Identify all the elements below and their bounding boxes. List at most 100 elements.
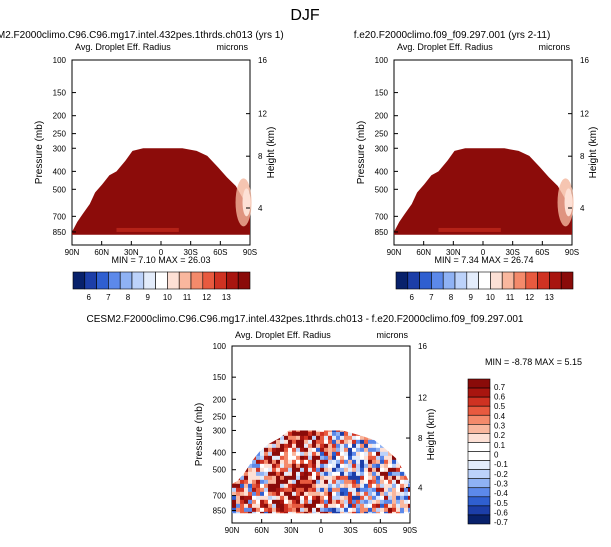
diff-cell [256,459,261,465]
diff-cell [340,487,345,493]
diff-cell [308,495,313,501]
diff-cell [372,459,377,465]
diff-cell [348,471,353,477]
diff-cell [344,431,349,437]
colorbar-swatch [490,271,503,290]
colorbar-swatch [155,271,168,290]
diff-cell [328,475,333,481]
diff-cell [356,475,361,481]
diff-cell [324,439,329,445]
diff-cell [312,479,317,485]
diff-cell [332,495,337,501]
diff-cell [328,495,333,501]
diff-cell [324,455,329,461]
diff-cell [324,487,329,493]
diff-cell [280,491,285,497]
diff-cell [268,499,273,505]
diff-cell [312,507,317,513]
diff-cell [360,451,365,457]
colorbar-swatch [467,396,491,407]
diff-cell [344,487,349,493]
panel-units: microns [376,330,408,340]
panel-title: CESM2.F2000climo.C96.C96.mg17.intel.432p… [0,30,284,41]
diff-cell [380,463,385,469]
diff-cell [356,511,361,514]
diff-cell [400,471,405,477]
diff-cell [312,447,317,453]
diff-cell [328,459,333,465]
diff-cell [356,443,361,449]
diff-cell [380,447,385,453]
diff-cell [340,479,345,485]
diff-cell [236,495,241,501]
diff-cell [364,447,369,453]
diff-cell [296,503,301,509]
x-tick-label: 90N [65,248,80,257]
diff-cell [296,471,301,477]
diff-cell [400,511,405,514]
diff-cell [396,459,401,465]
diff-cell [360,475,365,481]
diff-cell [292,455,297,461]
diff-cell [280,435,285,441]
y-tick-label: 150 [375,89,389,98]
diff-cell [376,491,381,497]
diff-cell [392,455,397,461]
diff-cell [256,499,261,505]
diff-cell [340,471,345,477]
diff-cell [292,495,297,501]
diff-cell [276,459,281,465]
diff-cell [248,511,253,514]
diff-cell [352,479,357,485]
diff-cell [364,443,369,449]
diff-cell [296,479,301,485]
diff-cell [340,507,345,513]
diff-cell [300,507,305,513]
diff-cell [312,459,317,465]
diff-cell [352,507,357,513]
panel-variable: Avg. Droplet Eff. Radius [235,330,331,340]
diff-cell [264,495,269,501]
diff-cell [324,503,329,509]
y-tick-label: 150 [213,373,227,382]
colorbar-label: 6 [86,293,91,302]
diff-cell [400,507,405,513]
diff-cell [372,475,377,481]
diff-cell [316,431,321,437]
diff-cell [388,459,393,465]
diff-cell [252,487,257,493]
colorbar-swatch [549,271,562,290]
diff-cell [380,451,385,457]
diff-cell [272,499,277,505]
diff-cell [392,463,397,469]
diff-cell [264,491,269,497]
diff-cell [280,495,285,501]
diff-cell [312,467,317,473]
diff-cell [324,431,329,437]
diff-cell [336,455,341,461]
diff-cell [356,451,361,457]
colorbar-swatch [167,271,180,290]
diff-cell [236,511,241,514]
diff-cell [284,435,289,441]
diff-cell [320,459,325,465]
diff-cell [372,463,377,469]
diff-cell [392,507,397,513]
diff-cell [300,467,305,473]
y-axis-label: Pressure (mb) [194,403,205,466]
diff-cell [292,451,297,457]
diff-cell [340,447,345,453]
diff-cell [260,499,265,505]
colorbar-swatch [178,271,192,290]
diff-cell [252,463,257,469]
colorbar-swatch [467,460,491,470]
diff-cell [236,491,241,497]
diff-cell [392,483,397,489]
diff-cell [360,503,365,509]
diff-cell [288,503,293,509]
diff-cell [344,447,349,453]
diff-cell [344,459,349,465]
diff-cell [316,499,321,505]
diff-cell [292,507,297,513]
diff-cell [324,495,329,501]
